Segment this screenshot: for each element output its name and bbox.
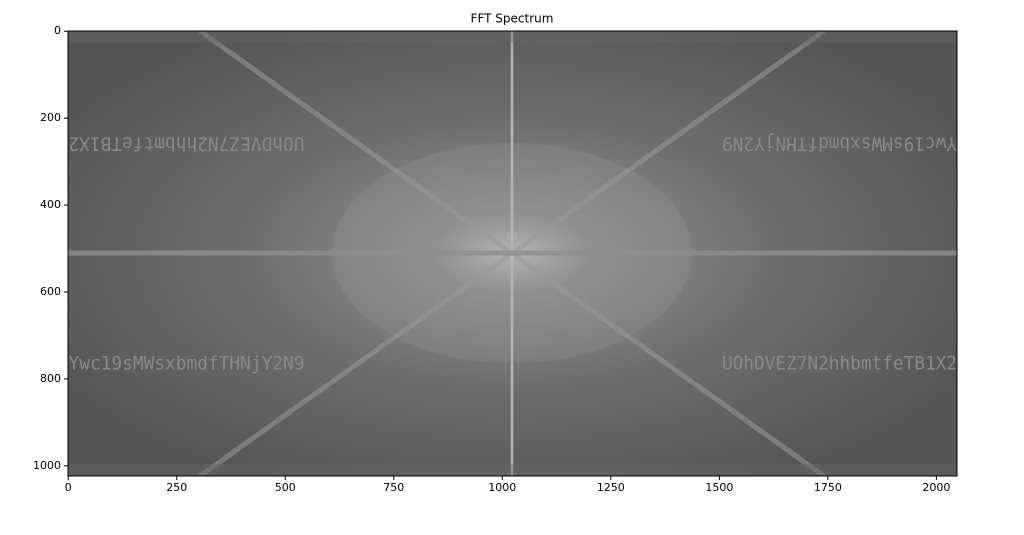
x-tick-label: 750: [383, 481, 404, 494]
y-tick-label: 600: [40, 285, 61, 298]
x-tick-label: 1000: [488, 481, 516, 494]
watermark-text: Ywc19sMWsxbmdfTHNjY2N9: [722, 133, 957, 155]
spectrum-image: UOhDVEZ7N2hhbmtfeTB1X2 Ywc19sMWsxbmdfTHN…: [68, 31, 957, 476]
chart-title: FFT Spectrum: [471, 12, 554, 26]
x-tick-label: 1250: [597, 481, 625, 494]
x-tick-label: 250: [166, 481, 187, 494]
x-tick-label: 1500: [705, 481, 733, 494]
y-tick-label: 400: [40, 198, 61, 211]
x-tick-label: 500: [275, 481, 296, 494]
y-tick-label: 200: [40, 111, 61, 124]
watermark-text: UOhDVEZ7N2hhbmtfeTB1X2: [69, 133, 305, 155]
y-tick-label: 0: [54, 24, 61, 37]
y-tick-label: 800: [40, 372, 61, 385]
watermark-text: Ywc19sMWsxbmdfTHNjY2N9: [69, 353, 305, 375]
x-tick-label: 0: [65, 481, 72, 494]
x-tick-label: 2000: [922, 481, 950, 494]
y-tick-label: 1000: [33, 459, 61, 472]
watermark-text: UOhDVEZ7N2hhbmtfeTB1X2: [722, 353, 957, 375]
plot-frame: [67, 30, 958, 477]
x-tick-label: 1750: [814, 481, 842, 494]
